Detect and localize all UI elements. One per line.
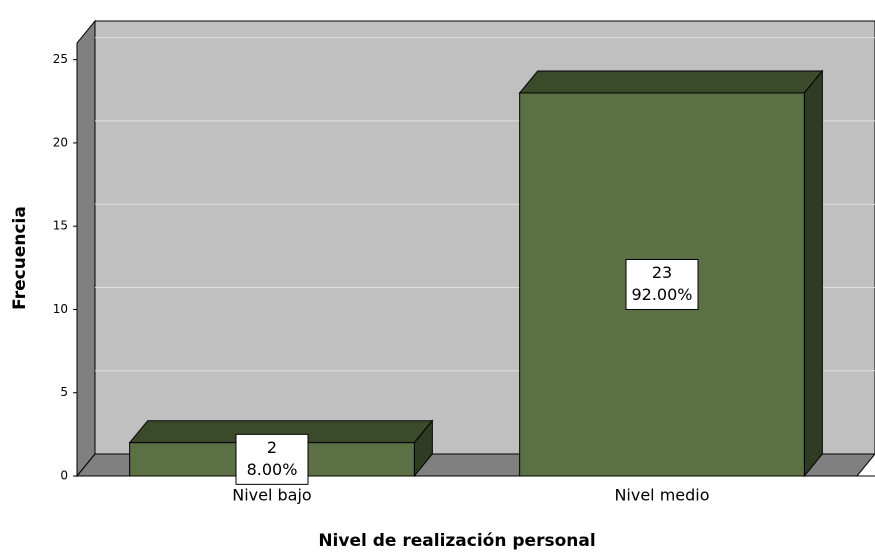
data-label: 2: [267, 438, 277, 457]
y-tick-label: 10: [53, 302, 68, 316]
y-tick-label: 5: [60, 385, 68, 399]
x-tick-label: Nivel bajo: [232, 486, 311, 505]
bar-top: [518, 70, 824, 94]
y-tick-label: 25: [53, 52, 68, 66]
data-label: 8.00%: [247, 460, 298, 479]
x-tick-label: Nivel medio: [614, 486, 709, 505]
data-label-box: [625, 258, 699, 310]
y-tick-label: 20: [53, 135, 68, 149]
bar-side: [803, 69, 823, 478]
y-tick-label: 0: [60, 469, 68, 483]
y-axis-title: Frecuencia: [10, 206, 30, 310]
side-wall: [76, 19, 96, 478]
data-label-box: [235, 433, 309, 485]
x-axis-title: Nivel de realización personal: [318, 531, 595, 551]
y-tick-label: 15: [53, 219, 68, 233]
data-label: 23: [652, 263, 672, 282]
data-label: 92.00%: [631, 285, 692, 304]
